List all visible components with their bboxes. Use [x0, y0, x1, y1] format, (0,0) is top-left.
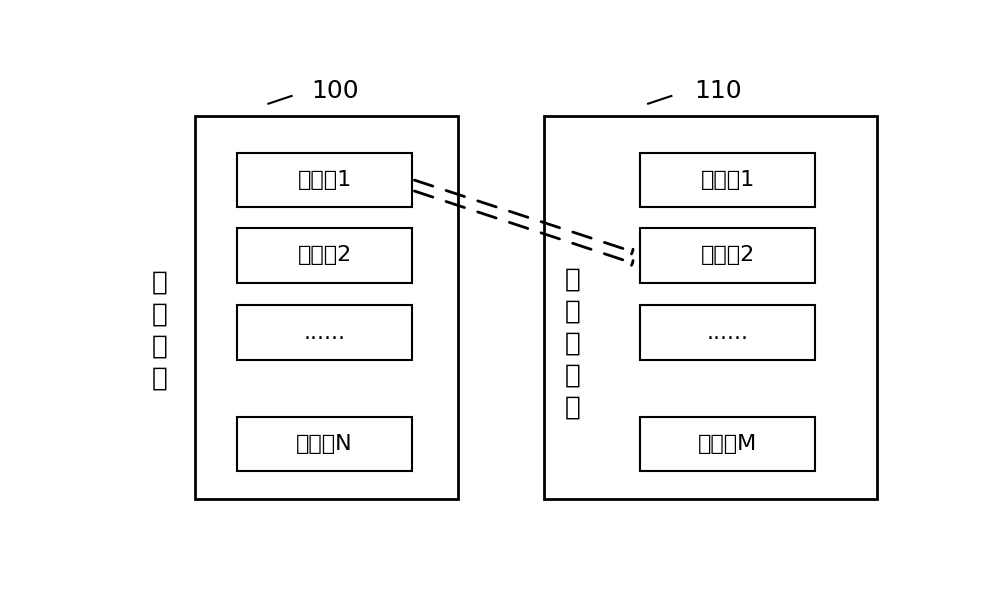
Text: ......: ...... — [304, 323, 346, 343]
Bar — [237, 153, 412, 207]
Text: 虚拟机N: 虚拟机N — [296, 434, 353, 454]
Text: 源
服
务
器: 源 服 务 器 — [152, 269, 168, 391]
Bar — [640, 306, 815, 360]
Bar — [237, 228, 412, 282]
Bar — [640, 153, 815, 207]
Bar — [544, 116, 877, 499]
Bar — [195, 116, 458, 499]
Text: 虚拟机1: 虚拟机1 — [700, 170, 755, 190]
Bar — [237, 417, 412, 472]
Text: ......: ...... — [707, 323, 749, 343]
Bar — [640, 417, 815, 472]
Text: 虚拟机M: 虚拟机M — [698, 434, 757, 454]
Text: 虚拟机2: 虚拟机2 — [700, 245, 755, 265]
Bar — [237, 306, 412, 360]
Bar — [640, 228, 815, 282]
Text: 目
的
服
务
器: 目 的 服 务 器 — [565, 267, 581, 421]
Text: 虚拟机2: 虚拟机2 — [297, 245, 352, 265]
Text: 虚拟机1: 虚拟机1 — [297, 170, 352, 190]
Text: 110: 110 — [695, 79, 742, 103]
Text: 100: 100 — [311, 79, 359, 103]
